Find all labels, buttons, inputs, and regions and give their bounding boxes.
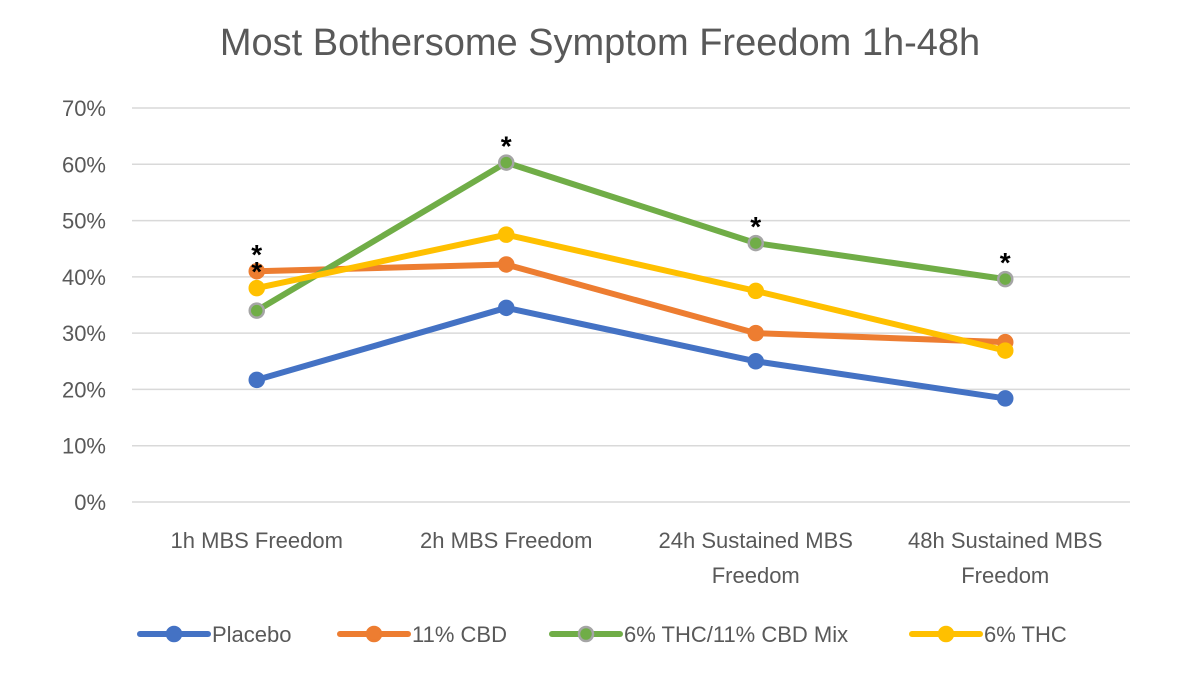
x-category-label: 48h Sustained MBS Freedom	[908, 528, 1102, 588]
data-point	[498, 226, 515, 243]
significance-annotations: *****	[251, 131, 1011, 288]
x-category-label-line: Freedom	[712, 563, 800, 588]
x-category-label-line: 2h MBS Freedom	[420, 528, 592, 553]
y-axis-tick-labels: 0% 10% 20% 30% 40% 50% 60% 70%	[62, 96, 106, 515]
legend-item: 6% THC/11% CBD Mix	[549, 622, 848, 647]
data-point	[997, 270, 1014, 288]
data-point	[498, 299, 515, 317]
legend-swatch-marker	[577, 625, 595, 643]
x-category-label: 1h MBS Freedom	[171, 528, 343, 553]
x-category-label-line: Freedom	[961, 563, 1049, 588]
series-placebo	[248, 299, 1014, 407]
legend-swatch-marker	[165, 625, 183, 643]
y-tick-label: 60%	[62, 152, 106, 177]
series-line	[253, 304, 1009, 402]
data-point	[997, 390, 1014, 407]
series-6-thc	[248, 226, 1014, 359]
data-point	[997, 342, 1014, 359]
y-tick-label: 10%	[62, 434, 106, 459]
series-layer	[248, 154, 1014, 407]
legend-label: 6% THC	[984, 622, 1067, 647]
data-point	[248, 279, 265, 297]
significance-asterisk: *	[251, 256, 262, 287]
legend-item: Placebo	[137, 622, 292, 647]
data-point	[248, 302, 265, 319]
x-category-label: 2h MBS Freedom	[420, 528, 592, 553]
legend-label: 6% THC/11% CBD Mix	[624, 622, 848, 647]
y-tick-label: 40%	[62, 265, 106, 290]
data-point	[498, 154, 515, 171]
y-tick-label: 20%	[62, 377, 106, 402]
y-tick-label: 50%	[62, 209, 106, 234]
data-point	[747, 353, 764, 370]
x-category-label-line: 24h Sustained MBS	[659, 528, 853, 553]
legend-swatch-marker	[365, 625, 383, 643]
y-tick-label: 30%	[62, 321, 106, 346]
x-category-label: 24h Sustained MBS Freedom	[659, 528, 853, 588]
legend: Placebo 11% CBD 6% THC/11% CBD Mix 6% THC	[137, 622, 1067, 647]
series-11-cbd	[248, 256, 1014, 351]
significance-asterisk: *	[1000, 247, 1011, 278]
data-point	[747, 234, 764, 252]
y-tick-label: 0%	[74, 490, 106, 515]
x-axis-category-labels: 1h MBS Freedom 2h MBS Freedom 24h Sustaine…	[171, 528, 1103, 588]
significance-asterisk: *	[251, 239, 262, 270]
gridlines	[132, 107, 1130, 503]
legend-swatch-marker	[937, 625, 955, 643]
series-line	[253, 261, 1009, 346]
x-category-label-line: 48h Sustained MBS	[908, 528, 1102, 553]
legend-item: 6% THC	[909, 622, 1067, 647]
series-line	[253, 231, 1009, 354]
data-point	[248, 262, 265, 280]
series-line	[253, 159, 1009, 314]
significance-asterisk: *	[501, 131, 512, 162]
legend-item: 11% CBD	[337, 622, 507, 647]
x-category-label-line: 1h MBS Freedom	[171, 528, 343, 553]
series-6-thc-11-cbd-mix	[248, 154, 1014, 319]
data-point	[747, 324, 764, 342]
data-point	[498, 256, 515, 273]
y-tick-label: 70%	[62, 96, 106, 121]
significance-asterisk: *	[750, 211, 761, 242]
data-point	[747, 282, 764, 300]
legend-label: 11% CBD	[412, 622, 507, 647]
data-point	[248, 371, 265, 389]
legend-label: Placebo	[212, 622, 292, 647]
chart-title: Most Bothersome Symptom Freedom 1h-48h	[220, 22, 980, 64]
